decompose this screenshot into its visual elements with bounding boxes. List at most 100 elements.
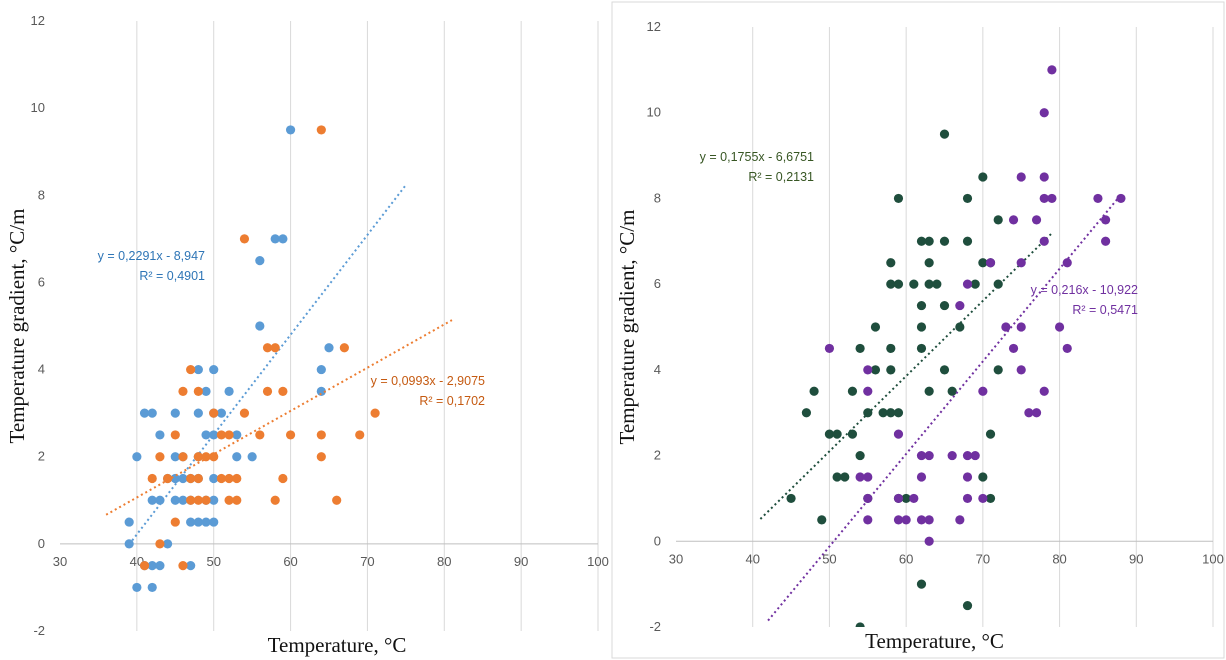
data-point [286, 125, 295, 134]
x-axis-title: Temperature, °C [268, 633, 407, 657]
data-point [1063, 258, 1072, 267]
y-tick-label: 12 [647, 19, 661, 34]
data-point [178, 561, 187, 570]
data-point [125, 517, 134, 526]
data-point [963, 601, 972, 610]
data-point [171, 517, 180, 526]
data-point [255, 430, 264, 439]
x-tick-label: 60 [899, 551, 913, 566]
data-point [240, 234, 249, 243]
data-point [825, 344, 834, 353]
y-tick-label: 12 [31, 13, 45, 28]
y-tick-label: 6 [38, 274, 45, 289]
data-point [1101, 237, 1110, 246]
data-point [178, 387, 187, 396]
data-point [171, 430, 180, 439]
data-point [994, 365, 1003, 374]
data-point [894, 194, 903, 203]
data-point [894, 408, 903, 417]
y-tick-label: 8 [38, 187, 45, 202]
x-tick-label: 100 [587, 554, 609, 569]
data-point [1047, 65, 1056, 74]
data-point [925, 258, 934, 267]
data-point [940, 365, 949, 374]
data-point [155, 430, 164, 439]
data-point [856, 622, 865, 631]
data-point [940, 301, 949, 310]
data-point [1017, 258, 1026, 267]
y-tick-label: -2 [33, 623, 45, 638]
data-point [848, 387, 857, 396]
data-point [148, 583, 157, 592]
trendline-r2: R² = 0,2131 [748, 170, 814, 184]
data-point [155, 452, 164, 461]
trendline [768, 195, 1121, 621]
data-point [863, 515, 872, 524]
x-tick-label: 100 [1202, 551, 1224, 566]
series-points [125, 125, 334, 592]
data-point [248, 452, 257, 461]
data-point [886, 344, 895, 353]
data-point [963, 472, 972, 481]
data-point [224, 430, 233, 439]
y-tick-label: 8 [654, 190, 661, 205]
data-point [1017, 172, 1026, 181]
data-point [917, 301, 926, 310]
x-tick-label: 60 [283, 554, 297, 569]
data-point [271, 343, 280, 352]
data-point [340, 343, 349, 352]
data-point [1009, 215, 1018, 224]
data-point [1040, 108, 1049, 117]
y-tick-label: 4 [654, 362, 661, 377]
data-point [925, 451, 934, 460]
data-point [194, 474, 203, 483]
data-point [833, 430, 842, 439]
y-tick-label: 10 [647, 105, 661, 120]
data-point [324, 343, 333, 352]
x-tick-label: 50 [822, 551, 836, 566]
data-point [278, 234, 287, 243]
data-point [978, 494, 987, 503]
trendline-equation: y = 0,216x - 10,922 [1031, 283, 1138, 297]
data-point [840, 472, 849, 481]
data-point [1040, 387, 1049, 396]
data-point [909, 280, 918, 289]
data-point [132, 452, 141, 461]
data-point [978, 172, 987, 181]
data-point [955, 301, 964, 310]
data-point [917, 580, 926, 589]
data-point [209, 365, 218, 374]
data-point [925, 537, 934, 546]
data-point [1063, 344, 1072, 353]
x-tick-label: 30 [669, 551, 683, 566]
data-point [224, 387, 233, 396]
series-2: y = 0,216x - 10,922R² = 0,5471 [768, 65, 1138, 620]
data-point [786, 494, 795, 503]
data-point [863, 365, 872, 374]
data-point [201, 496, 210, 505]
trendline-equation: y = 0,1755x - 6,6751 [700, 150, 814, 164]
data-point [155, 539, 164, 548]
data-point [1116, 194, 1125, 203]
data-point [232, 474, 241, 483]
trendline-r2: R² = 0,4901 [139, 269, 205, 283]
series-points [786, 130, 1002, 632]
data-point [1101, 215, 1110, 224]
data-point [863, 472, 872, 481]
data-point [1001, 322, 1010, 331]
data-point [271, 496, 280, 505]
data-point [263, 387, 272, 396]
data-point [955, 515, 964, 524]
data-point [986, 430, 995, 439]
data-point [186, 365, 195, 374]
data-point [1040, 237, 1049, 246]
x-tick-label: 30 [53, 554, 67, 569]
data-point [871, 322, 880, 331]
data-point [856, 344, 865, 353]
data-point [963, 194, 972, 203]
data-point [278, 474, 287, 483]
data-point [317, 430, 326, 439]
y-axis-title: Temperature gradient, °C/m [615, 210, 639, 445]
data-point [1055, 322, 1064, 331]
